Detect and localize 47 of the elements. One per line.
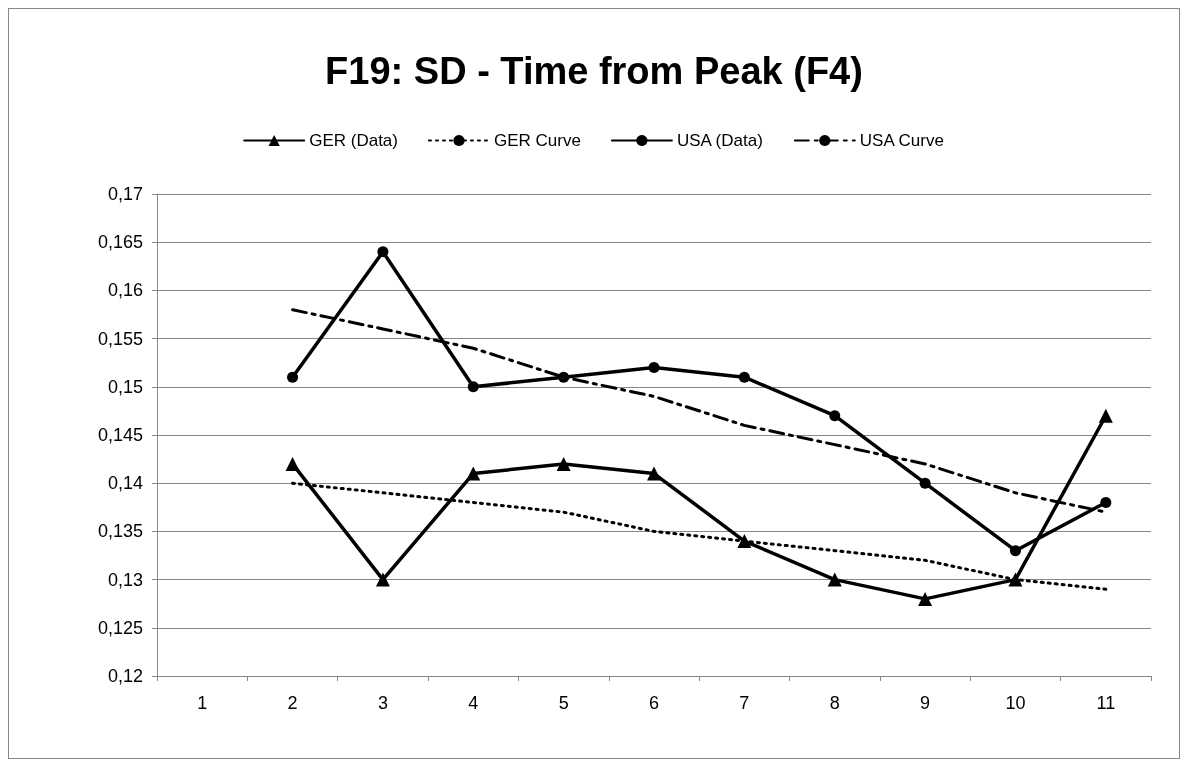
- y-tick-label: 0,16: [107, 280, 143, 301]
- legend-label: GER Curve: [493, 131, 581, 150]
- point: [377, 246, 389, 258]
- legend-label: USA (Data): [676, 131, 763, 150]
- x-tick-label: 1: [197, 693, 208, 713]
- point: [287, 371, 299, 383]
- point: [827, 572, 842, 587]
- y-tick-label: 0,12: [107, 666, 143, 686]
- point: [375, 572, 390, 587]
- y-tick-label: 0,145: [97, 425, 143, 445]
- point: [556, 456, 571, 471]
- point: [737, 534, 752, 549]
- point: [1009, 545, 1021, 557]
- x-tick-label: 9: [920, 693, 931, 713]
- point: [648, 362, 660, 374]
- y-tick-label: 0,14: [107, 473, 143, 494]
- chart-title: F19: SD - Time from Peak (F4): [325, 50, 863, 92]
- point: [1008, 572, 1023, 587]
- y-tick-label: 0,13: [107, 569, 143, 590]
- legend-label: GER (Data): [309, 131, 398, 150]
- point: [918, 591, 933, 606]
- x-tick-label: 3: [377, 693, 388, 713]
- x-tick-label: 5: [558, 693, 569, 713]
- point: [919, 477, 931, 489]
- y-tick-label: 0,17: [107, 184, 143, 204]
- point: [466, 466, 481, 481]
- point: [1098, 408, 1113, 423]
- x-tick-label: 11: [1096, 693, 1116, 713]
- x-tick-label: 2: [287, 693, 298, 713]
- y-tick-label: 0,125: [97, 617, 143, 638]
- point: [467, 381, 479, 393]
- x-tick-label: 6: [648, 693, 660, 713]
- x-tick-label: 4: [468, 693, 479, 713]
- x-tick-label: 10: [1005, 693, 1026, 713]
- point: [738, 371, 750, 383]
- y-tick-label: 0,165: [97, 232, 143, 253]
- y-tick-label: 0,155: [97, 328, 143, 349]
- legend-label: USA Curve: [859, 131, 944, 150]
- point: [558, 371, 570, 383]
- x-tick-label: 7: [739, 693, 750, 713]
- y-tick-label: 0,15: [107, 376, 143, 397]
- point: [647, 466, 661, 481]
- point: [1100, 496, 1112, 508]
- point: [829, 410, 841, 422]
- y-tick-label: 0,135: [97, 521, 143, 542]
- x-tick-label: 8: [829, 693, 840, 713]
- point: [285, 456, 300, 471]
